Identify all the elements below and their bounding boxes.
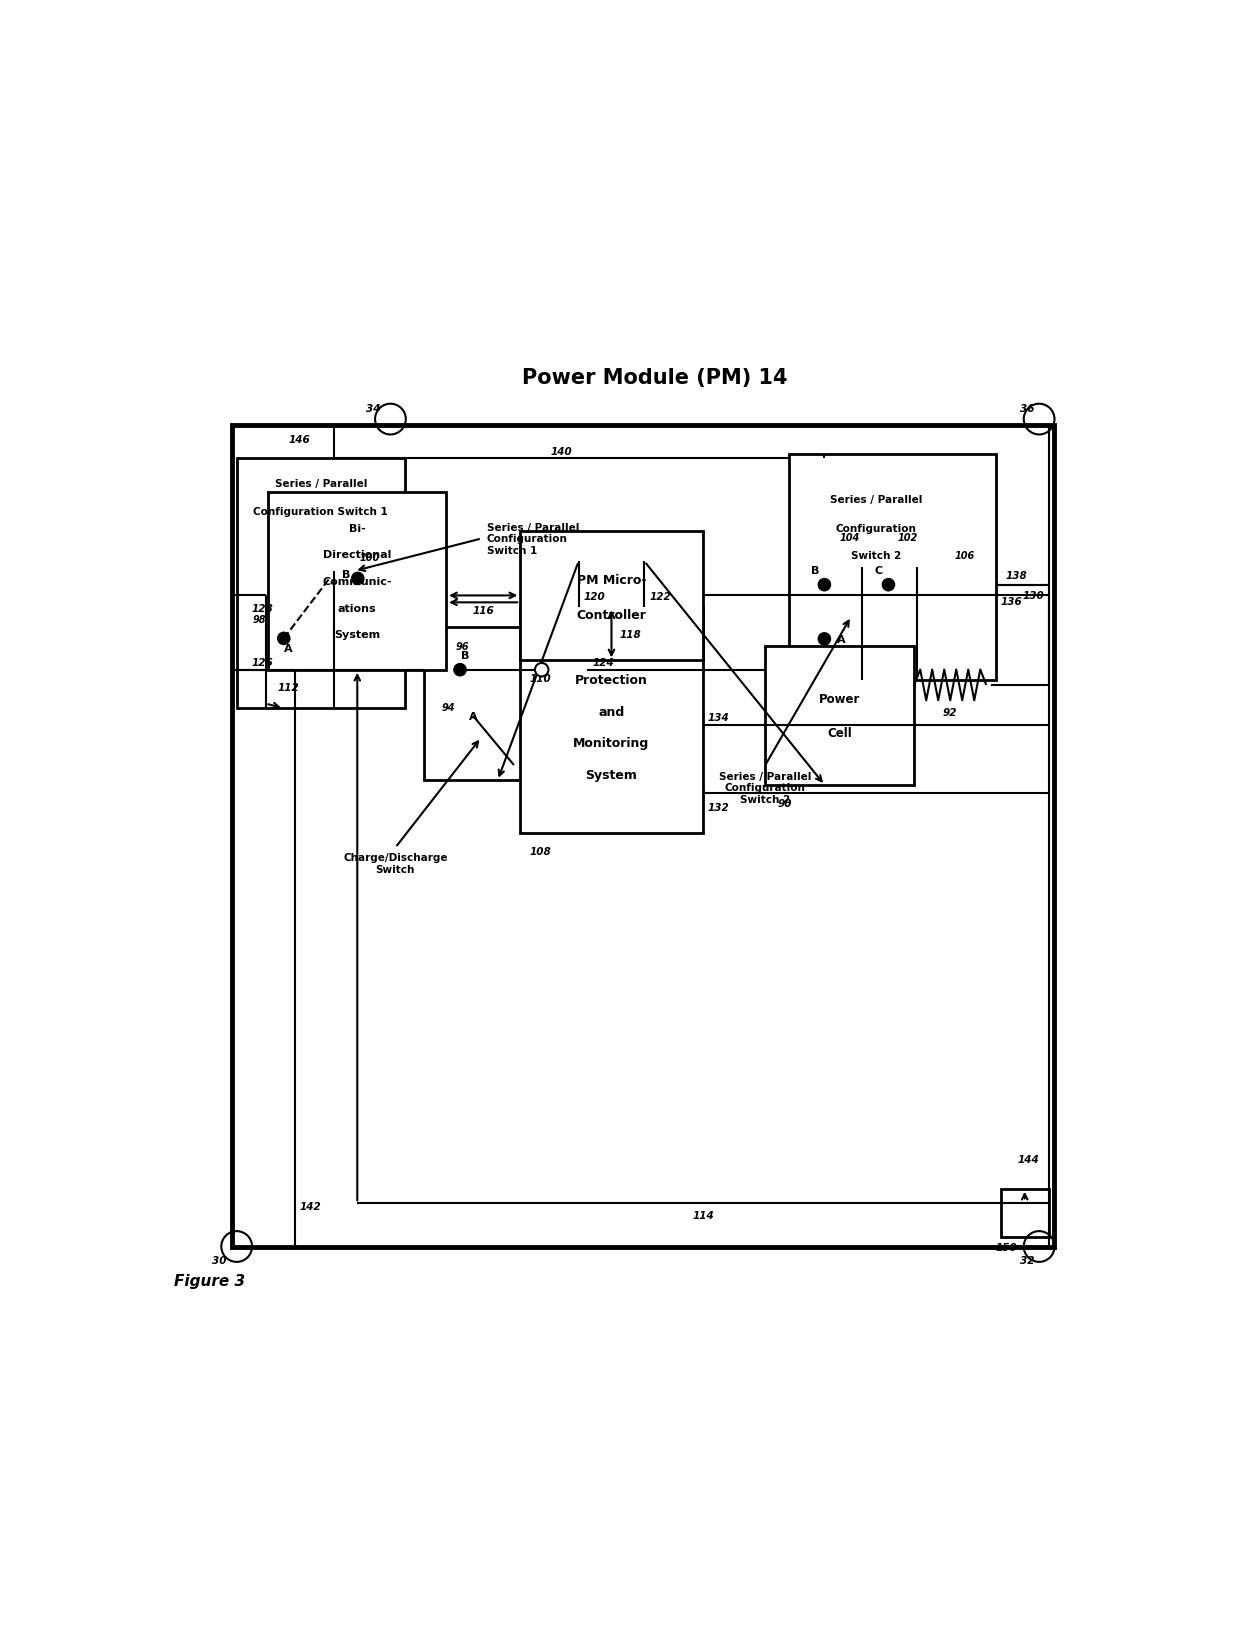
Text: 108: 108 (529, 845, 551, 857)
Circle shape (534, 664, 548, 677)
Bar (521, 532, 703, 661)
Text: Series / Parallel
Configuration
Switch 1: Series / Parallel Configuration Switch 1 (486, 522, 579, 557)
Bar (268, 493, 446, 671)
Text: Communic-: Communic- (322, 576, 392, 586)
Text: 132: 132 (708, 803, 729, 813)
Text: 150: 150 (996, 1242, 1018, 1252)
Text: System: System (335, 630, 381, 640)
Text: Controller: Controller (577, 609, 646, 622)
Text: A: A (469, 712, 477, 721)
Text: System: System (585, 769, 637, 782)
Text: 96: 96 (455, 641, 469, 651)
Text: 106: 106 (955, 552, 975, 561)
Text: Power: Power (820, 694, 861, 707)
Text: 30: 30 (212, 1255, 227, 1265)
Text: 142: 142 (300, 1201, 321, 1211)
Text: 138: 138 (1006, 571, 1027, 581)
Text: 114: 114 (692, 1209, 714, 1221)
Bar (237, 459, 404, 708)
Text: 128: 128 (250, 604, 273, 614)
Text: Switch 2: Switch 2 (851, 552, 901, 561)
Text: 146: 146 (289, 436, 310, 446)
Text: Bi-: Bi- (348, 524, 366, 534)
Text: 134: 134 (708, 713, 729, 723)
Bar (521, 609, 703, 834)
Text: 34: 34 (366, 403, 381, 413)
Text: Directional: Directional (324, 550, 392, 560)
Circle shape (454, 664, 466, 676)
Text: 126: 126 (250, 658, 273, 667)
Text: Configuration Switch 1: Configuration Switch 1 (253, 508, 388, 517)
Bar (765, 646, 914, 785)
Text: 92: 92 (942, 707, 957, 718)
Text: Figure 3: Figure 3 (174, 1273, 246, 1288)
Text: 90: 90 (777, 798, 791, 808)
Text: 118: 118 (619, 630, 641, 640)
Text: 112: 112 (278, 682, 299, 692)
Circle shape (818, 633, 830, 645)
Text: 120: 120 (583, 591, 605, 602)
Text: B: B (811, 566, 818, 576)
Text: 124: 124 (593, 658, 614, 667)
Bar (232, 426, 1054, 1247)
Text: 116: 116 (472, 605, 494, 615)
Text: 102: 102 (898, 532, 918, 542)
Text: A: A (284, 643, 293, 654)
Text: A: A (837, 635, 846, 645)
Text: B: B (342, 570, 351, 579)
Circle shape (352, 573, 363, 584)
Circle shape (278, 633, 290, 645)
Text: C: C (874, 566, 883, 576)
Text: 100: 100 (360, 553, 379, 563)
Text: Charge/Discharge
Switch: Charge/Discharge Switch (343, 854, 448, 875)
Bar (1001, 1190, 1049, 1237)
Text: 98: 98 (253, 615, 267, 625)
Text: Monitoring: Monitoring (573, 738, 650, 751)
Text: Series / Parallel
Configuration
Switch 2: Series / Parallel Configuration Switch 2 (718, 772, 811, 805)
Text: Power Module (PM) 14: Power Module (PM) 14 (522, 367, 787, 387)
Text: Series / Parallel: Series / Parallel (274, 478, 367, 488)
Text: 144: 144 (1017, 1154, 1039, 1164)
Text: 136: 136 (1001, 597, 1023, 607)
Text: and: and (599, 705, 625, 718)
Text: Cell: Cell (827, 726, 852, 739)
Text: 32: 32 (1021, 1255, 1035, 1265)
Text: 104: 104 (839, 532, 859, 542)
Text: 94: 94 (441, 702, 455, 712)
Text: 122: 122 (650, 591, 671, 602)
Text: 130: 130 (1022, 591, 1044, 601)
Text: Protection: Protection (575, 674, 649, 687)
Text: 140: 140 (551, 447, 573, 457)
Text: ations: ations (339, 604, 377, 614)
Bar (424, 627, 588, 782)
Text: 110: 110 (529, 672, 551, 684)
Bar (789, 454, 996, 681)
Circle shape (818, 579, 830, 591)
Text: 36: 36 (1021, 403, 1035, 413)
Text: Configuration: Configuration (836, 524, 916, 534)
Circle shape (883, 579, 894, 591)
Text: Series / Parallel: Series / Parallel (830, 494, 923, 504)
Text: PM Micro-: PM Micro- (577, 574, 646, 588)
Text: B: B (460, 651, 469, 661)
